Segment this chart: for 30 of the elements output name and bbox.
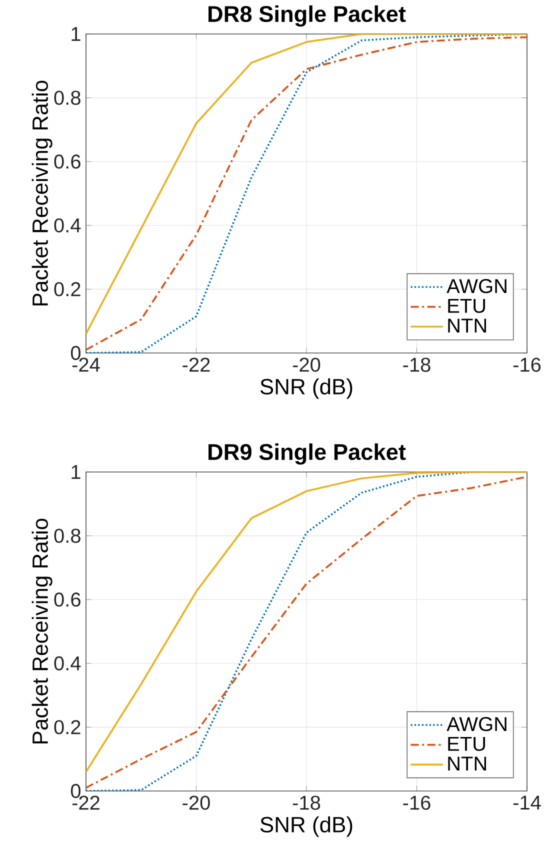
legend-label: ETU [448,298,486,313]
chart-title: DR8 Single Packet [208,5,406,27]
y-tick-label: 0.2 [54,720,80,734]
x-tick-label: -18 [292,796,320,810]
y-tick-label: 0.4 [54,656,81,670]
x-tick-label: -14 [513,796,541,810]
y-tick-label: 0.8 [54,90,80,105]
legend-label: NTN [448,318,486,333]
y-axis-title: Packet Receiving Ratio [32,80,52,306]
x-tick-label: -16 [403,796,430,810]
legend-label: AWGN [446,279,506,294]
x-tick-label: -16 [513,358,541,372]
legend-label: AWGN [446,717,506,732]
x-tick-label: -20 [182,796,210,810]
y-tick-label: 0.6 [54,154,80,169]
x-axis-title: SNR (dB) [260,816,352,837]
chart-title: DR9 Single Packet [208,443,406,465]
y-tick-label: 0.6 [54,592,80,607]
y-tick-label: 0.8 [54,528,80,543]
x-tick-label: -18 [403,358,430,372]
x-axis-title: SNR (dB) [260,378,352,399]
legend-label: NTN [448,756,486,770]
x-tick-label: -22 [182,358,210,372]
y-tick-label: 1 [72,465,80,479]
x-tick-label: -20 [292,358,320,372]
y-tick-label: 0.4 [54,218,81,232]
y-tick-label: 0.2 [54,282,80,296]
legend-label: ETU [448,736,486,751]
y-tick-label: 1 [72,27,80,41]
y-axis-title: Packet Receiving Ratio [32,518,52,744]
